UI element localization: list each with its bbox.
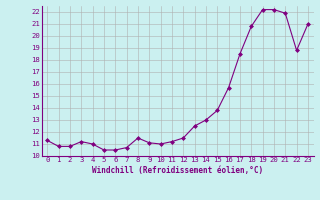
X-axis label: Windchill (Refroidissement éolien,°C): Windchill (Refroidissement éolien,°C) — [92, 166, 263, 175]
